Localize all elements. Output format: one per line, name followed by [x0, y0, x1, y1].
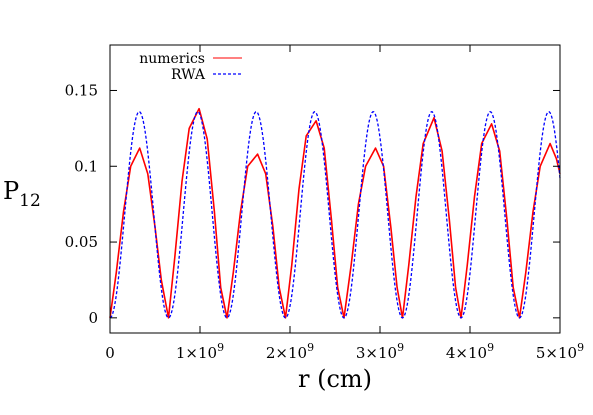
series-line-rwa: [109, 111, 561, 319]
plot-area: [109, 107, 561, 319]
y-axis-title-subscript: 12: [19, 191, 41, 211]
y-tick-label: 0.15: [65, 81, 98, 99]
x-tick-label: 1×109: [176, 341, 224, 362]
x-tick-label-exponent: 9: [307, 341, 314, 354]
x-tick-label: 5×109: [536, 341, 584, 362]
y-axis-title: P12: [3, 177, 41, 211]
x-tick-label-exponent: 9: [397, 341, 404, 354]
y-tick-label: 0: [88, 309, 98, 327]
series-line-numerics: [109, 107, 561, 319]
x-tick-label-exponent: 9: [577, 341, 584, 354]
x-tick-label: 2×109: [266, 341, 314, 362]
x-tick-label-mantissa: 4×10: [446, 344, 487, 362]
x-tick-label: 3×109: [356, 341, 404, 362]
plot-frame: [109, 44, 561, 334]
x-tick-label-mantissa: 5×10: [536, 344, 577, 362]
x-tick-label-exponent: 9: [217, 341, 224, 354]
x-tick-label-mantissa: 1×10: [176, 344, 217, 362]
x-tick-label: 0: [105, 344, 115, 362]
y-tick-label: 0.1: [74, 157, 98, 175]
x-tick-label-mantissa: 0: [105, 344, 115, 362]
legend: numerics RWA: [139, 51, 242, 83]
x-axis-title: r (cm): [298, 365, 372, 393]
x-tick-label-exponent: 9: [487, 341, 494, 354]
y-axis-title-main: P: [3, 177, 19, 205]
x-tick-label: 4×109: [446, 341, 494, 362]
legend-label-numerics: numerics: [139, 51, 205, 67]
x-tick-label-mantissa: 2×10: [266, 344, 307, 362]
x-tick-label-mantissa: 3×10: [356, 344, 397, 362]
y-tick-label: 0.05: [65, 233, 98, 251]
legend-label-rwa: RWA: [171, 67, 206, 83]
